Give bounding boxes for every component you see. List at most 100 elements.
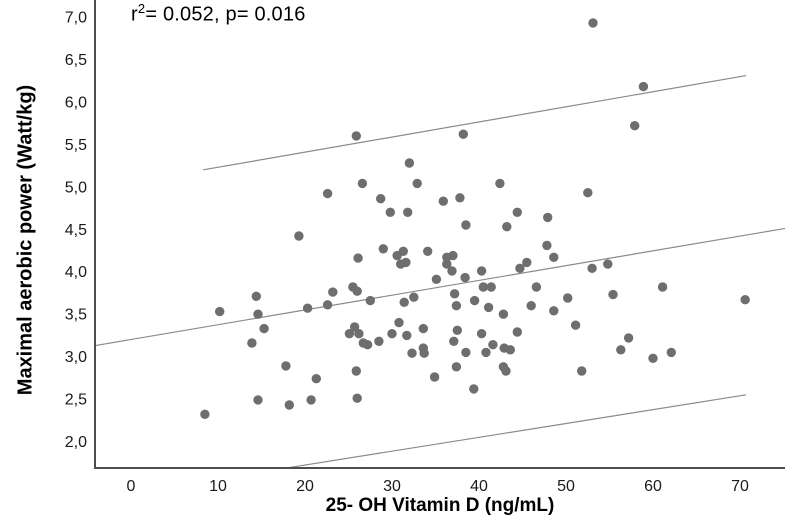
data-point (419, 348, 429, 358)
data-point (486, 282, 496, 292)
data-point (438, 196, 448, 206)
data-point (451, 301, 462, 311)
y-tick-label: 2,5 (65, 392, 87, 409)
data-point (740, 295, 750, 305)
x-tick-label: 50 (557, 478, 575, 495)
data-point (247, 338, 257, 348)
stats-annotation: r2= 0.052, p= 0.016 (131, 1, 306, 27)
y-axis-title: Maximal aerobic power (Watt/kg) (14, 84, 37, 396)
data-point (387, 329, 397, 339)
data-point (587, 263, 597, 273)
data-point (526, 301, 536, 311)
data-point (570, 320, 581, 330)
y-tick-label: 6,5 (65, 52, 87, 69)
data-point (311, 374, 321, 384)
data-point (452, 325, 462, 335)
x-tick-label: 30 (383, 478, 401, 495)
y-tick-label: 4,0 (65, 264, 87, 281)
data-point (322, 300, 333, 310)
data-point (322, 188, 333, 199)
data-point (623, 333, 634, 343)
data-point (253, 309, 263, 319)
data-point (357, 178, 368, 189)
data-point (483, 302, 494, 313)
data-point (259, 323, 269, 334)
data-point (429, 372, 440, 382)
y-tick-label: 2,0 (65, 434, 87, 451)
data-point (281, 361, 291, 371)
axes-layer (94, 0, 785, 469)
regression-fit-line (95, 227, 785, 347)
data-point (351, 366, 361, 376)
x-tick-label: 70 (731, 478, 749, 495)
x-tick-label: 10 (209, 478, 227, 495)
data-point (583, 188, 593, 198)
data-point (531, 282, 542, 292)
data-point (253, 395, 263, 405)
data-point (403, 207, 413, 217)
data-point (351, 131, 361, 141)
data-point (542, 240, 552, 251)
data-point (399, 297, 409, 307)
data-point (630, 121, 640, 131)
data-point (657, 282, 668, 292)
y-tick-label: 3,5 (65, 307, 87, 324)
stats-annotation-text: = 0.052, p= 0.016 (145, 3, 306, 26)
stats-annotation-prefix: r (131, 3, 138, 26)
data-point (407, 348, 417, 358)
data-point (563, 293, 573, 303)
data-point (352, 286, 362, 296)
data-point (476, 266, 487, 276)
data-point (478, 282, 488, 292)
data-point (449, 336, 459, 346)
data-point (349, 322, 360, 332)
data-point (505, 345, 515, 355)
data-point (455, 193, 465, 203)
data-point (374, 336, 384, 346)
data-point (354, 329, 364, 339)
upper-confidence-band-line (203, 74, 747, 171)
data-point (447, 266, 457, 276)
x-tick-label: 40 (470, 478, 488, 495)
data-point (376, 194, 386, 204)
data-point (549, 306, 559, 316)
data-point (449, 289, 460, 299)
lower-confidence-band-line (287, 394, 747, 469)
data-point (284, 400, 294, 410)
y-tick-label: 5,5 (65, 137, 87, 154)
data-point (666, 347, 676, 358)
data-point (495, 178, 505, 189)
data-point (404, 158, 415, 168)
x-axis-title: 25- OH Vitamin D (ng/mL) (325, 495, 555, 516)
data-point (448, 250, 458, 261)
data-point (469, 384, 479, 394)
data-point (442, 259, 452, 269)
y-tick-label: 6,0 (65, 94, 87, 111)
data-point (458, 129, 468, 139)
data-point (549, 252, 559, 262)
y-tick-label: 3,0 (65, 349, 87, 366)
data-point (481, 347, 491, 358)
y-tick-label: 5,0 (65, 179, 87, 196)
data-point (501, 366, 511, 376)
data-point (648, 353, 658, 363)
data-point (488, 340, 498, 350)
data-point (469, 295, 480, 306)
data-point (412, 178, 422, 189)
data-point (423, 246, 433, 256)
x-tick-label: 0 (127, 478, 136, 495)
data-point (588, 18, 598, 28)
data-point (401, 257, 411, 268)
data-point (385, 207, 395, 217)
data-point (418, 323, 428, 334)
y-tick-label: 4,5 (65, 222, 87, 239)
data-point (328, 287, 338, 297)
data-point (200, 409, 210, 419)
data-point (398, 246, 408, 256)
data-point (461, 220, 471, 230)
data-point (603, 259, 613, 269)
data-point (512, 207, 522, 217)
data-point (543, 212, 553, 223)
data-point (352, 393, 362, 403)
